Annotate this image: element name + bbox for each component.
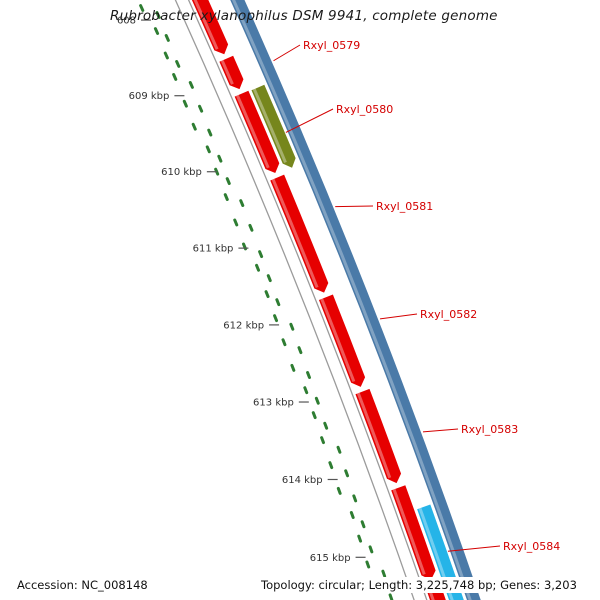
gene-leader-line [285, 108, 334, 133]
small-feature-tick [314, 396, 320, 405]
small-feature-tick [191, 122, 197, 131]
gene-arrow[interactable] [391, 485, 436, 580]
gene-gloss [418, 507, 454, 600]
gene-label[interactable]: Rxyl_0583 [461, 423, 518, 436]
small-feature-tick [217, 154, 223, 163]
small-feature-tick [352, 494, 358, 503]
small-feature-tick [205, 145, 211, 154]
strand-band [230, 0, 481, 600]
accession-text: Accession: NC_008148 [14, 577, 151, 593]
status-bar: Accession: NC_008148 Topology: circular;… [0, 570, 600, 600]
small-feature-tick [225, 177, 231, 185]
small-feature-tick [336, 486, 342, 495]
gene-gloss [220, 59, 234, 85]
small-feature-tick [264, 290, 270, 299]
axis-label: 611 kbp [193, 244, 234, 255]
axis-label: 613 kbp [253, 398, 294, 409]
gene-arrow[interactable] [251, 84, 296, 168]
gene-label[interactable]: Rxyl_0581 [376, 200, 433, 213]
small-feature-tick [239, 199, 245, 207]
gene-arrow[interactable] [355, 388, 402, 484]
small-feature-tick [182, 99, 188, 108]
small-feature-tick [368, 545, 374, 554]
small-feature-tick [344, 469, 350, 478]
small-feature-tick [365, 560, 371, 569]
small-feature-tick [289, 322, 295, 331]
gene-gloss [320, 298, 356, 383]
gene-arrow[interactable] [417, 504, 474, 600]
gene-arrow[interactable] [318, 294, 366, 387]
axis-label: 614 kbp [282, 475, 323, 486]
gene-arrow[interactable] [219, 55, 244, 90]
axis-label: 610 kbp [161, 167, 202, 178]
small-feature-tick [139, 4, 145, 12]
small-feature-tick [175, 60, 181, 68]
small-feature-tick [349, 511, 355, 520]
small-feature-tick [323, 421, 329, 430]
genome-summary-text: Topology: circular; Length: 3,225,748 bp… [258, 577, 580, 593]
small-feature-tick [360, 520, 366, 529]
gene-leader-line [273, 44, 301, 62]
small-feature-tick [207, 128, 213, 137]
small-feature-tick [155, 11, 161, 19]
gene-gloss [193, 0, 219, 50]
gene-gloss [271, 178, 319, 288]
gene-gloss [356, 392, 392, 479]
gene-leader-line [447, 545, 501, 552]
small-feature-tick [188, 81, 194, 89]
gene-gloss [392, 488, 426, 575]
small-feature-tick [153, 27, 160, 35]
small-feature-tick [328, 461, 334, 470]
gene-arrow[interactable] [270, 174, 329, 293]
gene-arrow[interactable] [234, 90, 280, 173]
genome-backbone [174, 0, 428, 600]
small-feature-tick [255, 263, 261, 272]
small-feature-tick [233, 218, 239, 227]
small-feature-tick [163, 51, 169, 60]
gene-gloss [236, 94, 270, 169]
chart-title: Rubrobacter xylanophilus DSM 9941, compl… [110, 8, 498, 24]
small-feature-tick [248, 223, 254, 232]
small-feature-tick [303, 386, 309, 395]
axis-label: 608 [117, 16, 136, 27]
gene-gloss [252, 88, 287, 163]
gene-leader-line [335, 205, 374, 208]
gene-arrow[interactable] [175, 0, 229, 55]
small-feature-tick [306, 371, 311, 379]
axis-label: 615 kbp [310, 553, 351, 564]
strand-band-gloss [231, 0, 472, 600]
small-feature-tick [198, 104, 204, 113]
small-feature-tick [388, 593, 394, 600]
axis-label: 612 kbp [223, 320, 264, 331]
small-feature-tick [223, 193, 229, 201]
gene-label[interactable]: Rxyl_0582 [420, 308, 477, 321]
gene-label[interactable]: Rxyl_0584 [503, 540, 560, 553]
axis-label: 609 kbp [129, 91, 170, 102]
gene-label[interactable]: Rxyl_0580 [336, 103, 393, 116]
small-feature-tick [320, 436, 325, 445]
small-feature-tick [290, 363, 296, 372]
small-feature-tick [357, 534, 363, 543]
gene-leader-line [379, 313, 418, 320]
gene-label[interactable]: Rxyl_0579 [303, 39, 360, 52]
small-feature-tick [273, 314, 279, 323]
small-feature-tick [336, 445, 342, 454]
small-feature-tick [164, 34, 170, 42]
gene-leader-line [422, 428, 459, 433]
small-feature-tick [172, 73, 178, 81]
small-feature-tick [266, 274, 272, 283]
small-feature-tick [381, 569, 387, 578]
small-feature-tick [311, 411, 317, 420]
small-feature-tick [281, 338, 287, 347]
small-feature-tick [297, 346, 303, 355]
small-feature-tick [258, 250, 264, 259]
small-feature-tick [275, 298, 281, 307]
